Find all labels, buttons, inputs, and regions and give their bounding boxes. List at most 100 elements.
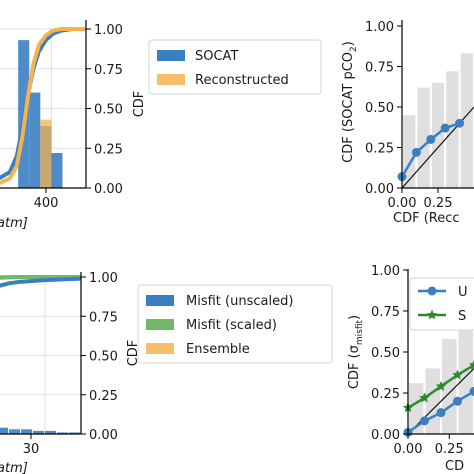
y-axis-label-sub: 2 (349, 46, 359, 52)
cdf-point-star (419, 392, 430, 403)
panel-bottom-left: 0.00 0.25 0.50 0.75 1.00 30 atm] CDF Misfit … (0, 271, 333, 474)
cdf-line-scaled (0, 275, 81, 280)
legend-label-ensemble: Ensemble (186, 342, 250, 357)
histogram-bar-unscaled (33, 430, 44, 434)
legend-label-reconstructed: Reconstructed (195, 73, 289, 88)
legend-swatch-socat (157, 50, 185, 61)
legend: Misfit (unscaled) Misfit (scaled) Ensemb… (137, 284, 333, 364)
x-axis-label: CD (445, 459, 464, 474)
legend-marker-star (426, 309, 438, 320)
cdf-point (440, 123, 450, 133)
x-tick-label: 0.25 (424, 196, 453, 211)
y-axis-label: CDF (132, 91, 147, 118)
y-tick-label: 0.25 (89, 389, 118, 404)
x-tick-label: 0.00 (388, 196, 417, 211)
x-axis-label: atm] (0, 216, 28, 231)
histogram-bar-socat (29, 92, 41, 188)
y-axis-label: CDF (σmisfit) (347, 315, 365, 389)
y-tick-label: 0.75 (89, 310, 118, 325)
panel-top-right: 0.000.250.500.751.00 0.00 0.25 CDF (Recc … (341, 20, 474, 226)
cdf-point-star (468, 359, 474, 370)
background-bar (409, 383, 424, 434)
y-tick-label: 0.00 (89, 428, 118, 443)
panel-bottom-right: 0.00 0.25 0.50 0.75 1.00 0.00 0.25 CD CDF (σm… (347, 264, 474, 474)
y-tick-label: 0.00 (371, 428, 400, 443)
y-axis-label-main: CDF (σ (347, 345, 362, 389)
histogram-bar-unscaled (45, 430, 56, 434)
x-tick-label: 30 (23, 442, 40, 457)
y-tick-label: 0.50 (94, 103, 123, 118)
background-bar (417, 87, 430, 188)
legend-marker-circle (427, 286, 437, 296)
legend-frame (137, 284, 333, 364)
cdf-point-circle (469, 386, 474, 396)
cdf-point-circle (453, 396, 462, 406)
legend: US (409, 277, 474, 331)
x-ticks: 0.00 0.25 (394, 434, 464, 457)
cdf-lines (0, 27, 86, 186)
cdf-point (426, 134, 436, 144)
y-tick-label: 0.75 (365, 61, 394, 76)
y-axis-label-end: ) (347, 315, 362, 320)
reference-line (407, 367, 474, 435)
histogram-bar-unscaled (69, 432, 80, 434)
y-axis-label: CDF (SOCAT pCO2) (341, 41, 359, 163)
y-ticks: 0.00 0.25 0.50 0.75 1.00 (81, 271, 118, 443)
y-tick-label: 0.50 (365, 101, 394, 116)
legend-label: S (458, 309, 466, 324)
legend-swatch-ensemble (146, 343, 174, 354)
background-bar (431, 82, 445, 188)
histogram-bar-unscaled (57, 432, 68, 434)
y-tick-label: 0.00 (365, 182, 394, 197)
legend-label-unscaled: Misfit (unscaled) (186, 294, 293, 309)
histogram-bar-unscaled (0, 427, 8, 434)
legend-swatch-scaled (146, 319, 174, 330)
histogram-bar-unscaled (9, 429, 20, 434)
y-tick-label: 0.75 (94, 63, 123, 78)
x-tick-label: 400 (34, 196, 59, 211)
y-axis-label-sub: misfit (355, 319, 365, 345)
y-ticks: 0.00 0.25 0.50 0.75 1.00 (86, 23, 123, 197)
cdf-line-reconstructed (0, 27, 86, 186)
histogram-bar-reconstructed (40, 119, 52, 188)
cdf-lines (0, 275, 82, 288)
cdf-point (455, 118, 465, 128)
y-tick-label: 0.50 (371, 346, 400, 361)
x-tick-label: 0.25 (435, 442, 464, 457)
legend-swatch-reconstructed (157, 74, 185, 85)
x-tick-label: 0.00 (394, 442, 423, 457)
cdf-series (402, 359, 474, 437)
cdf-point-star (435, 380, 447, 391)
legend-label-scaled: Misfit (scaled) (186, 318, 277, 333)
legend: SOCAT Reconstructed (148, 39, 322, 95)
y-tick-label: 0.75 (371, 305, 400, 320)
legend-frame (148, 39, 322, 95)
background-bar (460, 53, 473, 188)
y-tick-label: 0.50 (89, 350, 118, 365)
y-tick-label: 1.00 (365, 20, 394, 35)
y-ticks: 0.00 0.25 0.50 0.75 1.00 (365, 20, 402, 197)
histogram-bar-socat (51, 153, 63, 188)
histogram-bar-unscaled (21, 429, 32, 434)
cdf-point-star (452, 369, 463, 380)
background-bar (446, 71, 459, 188)
x-axis-label: CDF (Recc (393, 211, 460, 226)
y-tick-label: 0.25 (371, 387, 400, 402)
y-tick-label: 0.25 (94, 142, 123, 157)
y-axis-label: CDF (126, 340, 141, 367)
legend-label: U (458, 285, 468, 300)
cdf-point (411, 147, 421, 157)
y-tick-label: 1.00 (371, 264, 400, 279)
y-tick-label: 1.00 (94, 23, 123, 38)
y-axis-label-main: CDF (SOCAT pCO (341, 52, 356, 163)
grid (0, 276, 81, 435)
legend-swatch-unscaled (146, 295, 174, 306)
y-axis-label-end: ) (341, 41, 356, 46)
cdf-point-circle (420, 416, 429, 426)
y-tick-label: 0.25 (365, 142, 394, 157)
panel-top-left: 0.00 0.25 0.50 0.75 1.00 400 atm] CDF SOCAT … (0, 20, 322, 231)
y-tick-label: 0.00 (94, 182, 123, 197)
histogram-bars (0, 427, 80, 434)
x-axis-label: atm] (0, 461, 28, 474)
